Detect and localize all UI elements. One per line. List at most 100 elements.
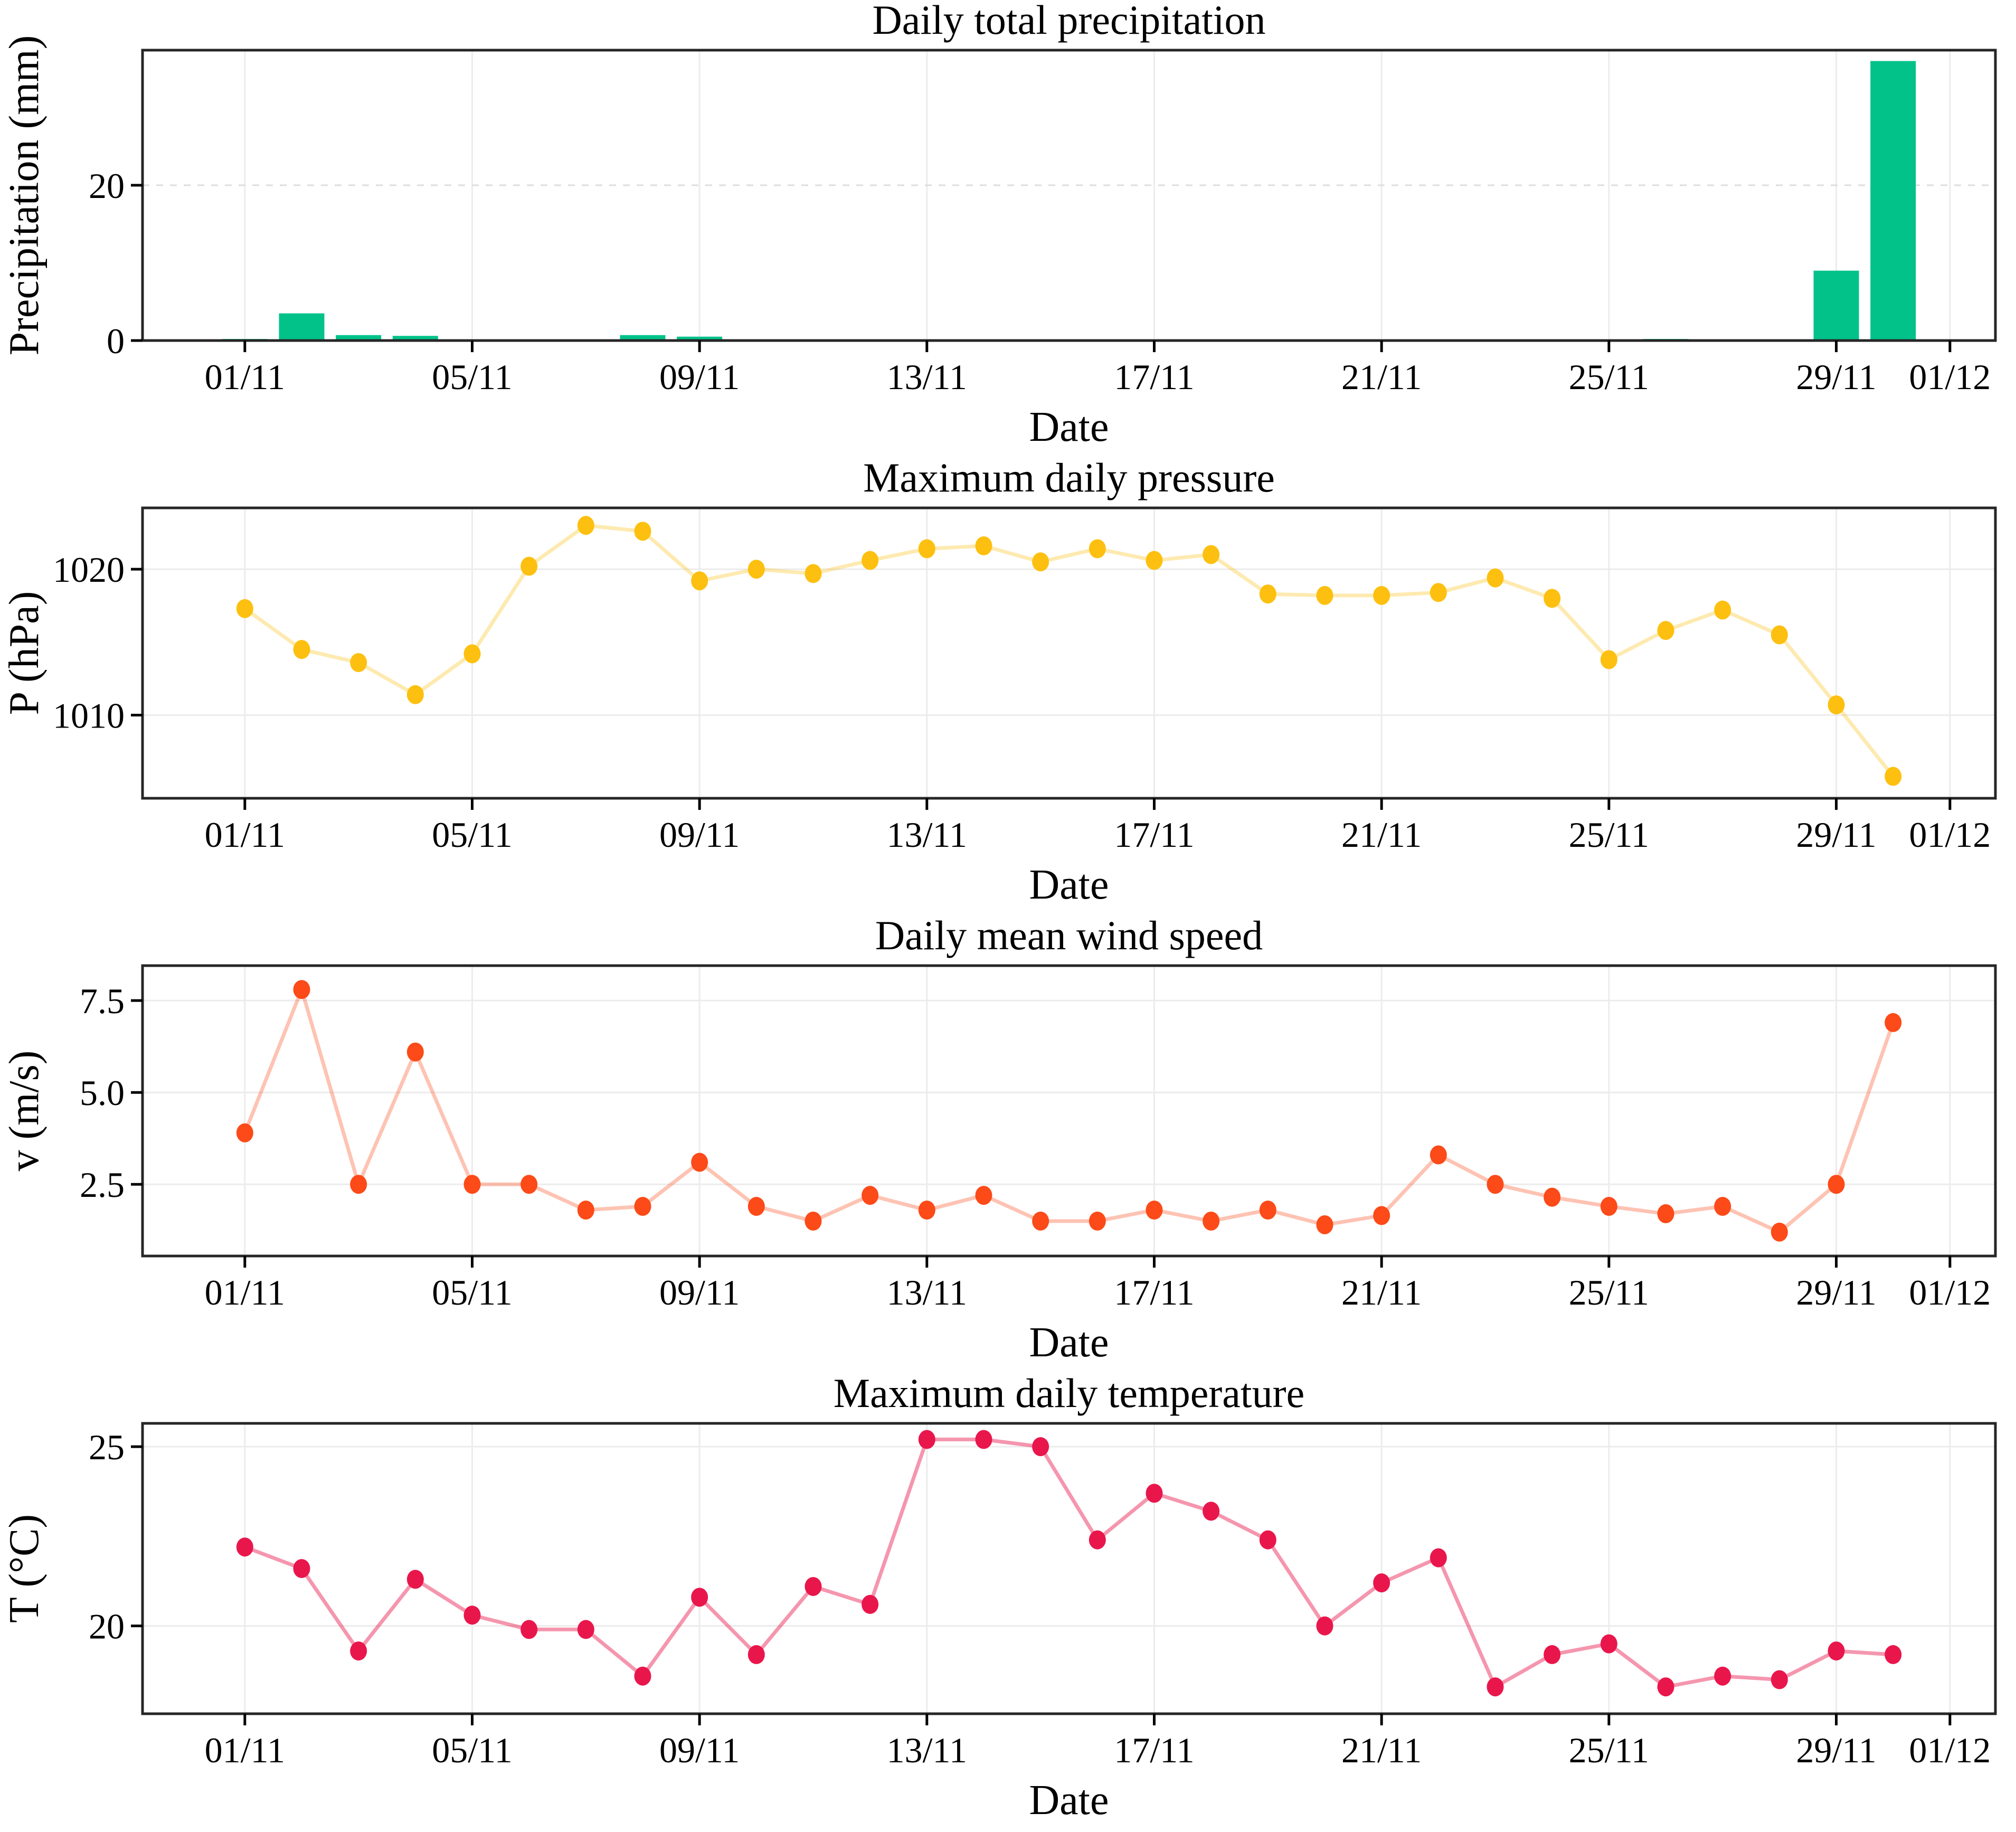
data-point — [1259, 1200, 1276, 1220]
data-point — [975, 1186, 992, 1205]
data-point — [1600, 1634, 1617, 1654]
series-line — [244, 1438, 1894, 1689]
data-point — [862, 551, 879, 570]
data-point — [1259, 1530, 1276, 1550]
data-point — [577, 516, 594, 535]
x-tick-label: 25/11 — [1569, 1272, 1649, 1312]
data-point — [1657, 1204, 1674, 1223]
data-point — [1544, 1187, 1561, 1207]
data-point — [1544, 1645, 1561, 1664]
data-point — [1771, 1670, 1788, 1689]
data-point — [1203, 1502, 1220, 1521]
x-tick-label: 25/11 — [1569, 357, 1649, 397]
x-tick-label: 25/11 — [1569, 1730, 1649, 1770]
data-point — [918, 539, 935, 559]
data-point — [1487, 1677, 1504, 1697]
data-point — [520, 556, 538, 576]
y-tick-label: 5.0 — [80, 1073, 125, 1113]
data-point — [634, 522, 651, 541]
data-point — [747, 1197, 765, 1216]
data-point — [1316, 586, 1333, 605]
y-axis-label: Precipitation (mm) — [1, 35, 48, 356]
x-tick-label: 29/11 — [1796, 1272, 1876, 1312]
precipitation-bar — [1813, 270, 1859, 341]
x-tick-label: 01/11 — [205, 357, 285, 397]
chart-title: Daily total precipitation — [872, 0, 1265, 43]
x-axis-label: Date — [1029, 862, 1109, 908]
data-point — [1771, 1222, 1788, 1242]
data-point — [1316, 1215, 1333, 1234]
data-point — [350, 653, 367, 672]
x-tick-label: 09/11 — [659, 357, 740, 397]
panel-wind-speed-chart: 01/11 05/11 09/11 13/11 17/11 21/11 25/11 29/11… — [1, 915, 1997, 1366]
y-tick-label: 0 — [107, 321, 125, 361]
data-point — [1885, 1645, 1902, 1664]
data-point — [406, 1570, 424, 1589]
y-axis-label: v (m/s) — [1, 1051, 48, 1172]
data-point — [1316, 1616, 1333, 1636]
x-tick-label: 01/11 — [205, 1730, 285, 1770]
y-tick-label: 1020 — [53, 550, 125, 590]
data-point — [747, 1645, 765, 1664]
plot-border — [141, 506, 1997, 800]
data-point — [406, 685, 424, 704]
data-point — [293, 980, 310, 999]
data-point — [1828, 1175, 1845, 1194]
data-point — [463, 1606, 481, 1625]
data-point — [463, 1175, 481, 1194]
x-tick-label: 05/11 — [432, 1730, 512, 1770]
data-point — [804, 564, 822, 583]
data-point — [1828, 695, 1845, 715]
y-tick-label: 7.5 — [80, 981, 125, 1021]
x-tick-label: 09/11 — [659, 815, 740, 855]
panel-temperature-chart: 01/11 05/11 09/11 13/11 17/11 21/11 25/11 29/11… — [1, 1373, 1997, 1824]
data-point — [1089, 539, 1106, 559]
x-tick-label: 05/11 — [432, 1272, 512, 1312]
x-tick-label: 21/11 — [1341, 1730, 1422, 1770]
x-tick-label: 29/11 — [1796, 357, 1876, 397]
data-point — [1885, 1013, 1902, 1032]
precipitation-bar — [279, 313, 325, 341]
data-point — [577, 1620, 594, 1639]
plot-border — [141, 49, 1997, 342]
y-tick-label: 20 — [89, 166, 125, 206]
data-point — [1600, 1197, 1617, 1216]
precipitation-bar — [392, 336, 438, 341]
data-point — [634, 1666, 651, 1686]
data-point — [1885, 767, 1902, 786]
data-point — [1714, 1197, 1731, 1216]
data-point — [804, 1211, 822, 1231]
data-point — [804, 1576, 822, 1596]
series-line — [243, 987, 1895, 1234]
data-point — [1657, 621, 1674, 640]
data-point — [1544, 589, 1561, 608]
data-point — [463, 644, 481, 664]
data-point — [1714, 600, 1731, 620]
data-point — [1203, 545, 1220, 564]
data-point — [1487, 1175, 1504, 1194]
x-tick-label: 17/11 — [1114, 357, 1194, 397]
x-tick-label: 25/11 — [1569, 815, 1649, 855]
x-tick-label: 09/11 — [659, 1730, 740, 1770]
plot-border — [141, 1422, 1997, 1715]
x-axis-label: Date — [1029, 404, 1109, 450]
data-point — [691, 1588, 708, 1607]
x-tick-label: 13/11 — [887, 815, 967, 855]
y-tick-label: 20 — [89, 1607, 125, 1647]
data-point — [1600, 650, 1617, 669]
data-point — [975, 536, 992, 555]
x-tick-label: 05/11 — [432, 815, 512, 855]
data-point — [1032, 1437, 1049, 1457]
y-tick-label: 25 — [89, 1427, 125, 1467]
x-tick-label: 01/12 — [1909, 1272, 1991, 1312]
x-tick-label: 13/11 — [887, 357, 967, 397]
panel-pressure-chart: 01/11 05/11 09/11 13/11 17/11 21/11 25/11 29/11… — [1, 458, 1997, 908]
panel-precipitation-chart: 01/11 05/11 09/11 13/11 17/11 21/11 25/11 29/11… — [1, 0, 1997, 450]
series-line — [243, 523, 1895, 778]
x-tick-label: 21/11 — [1341, 357, 1422, 397]
data-point — [1430, 1145, 1447, 1165]
data-point — [577, 1200, 594, 1220]
data-point — [691, 1153, 708, 1172]
x-tick-label: 21/11 — [1341, 1272, 1422, 1312]
